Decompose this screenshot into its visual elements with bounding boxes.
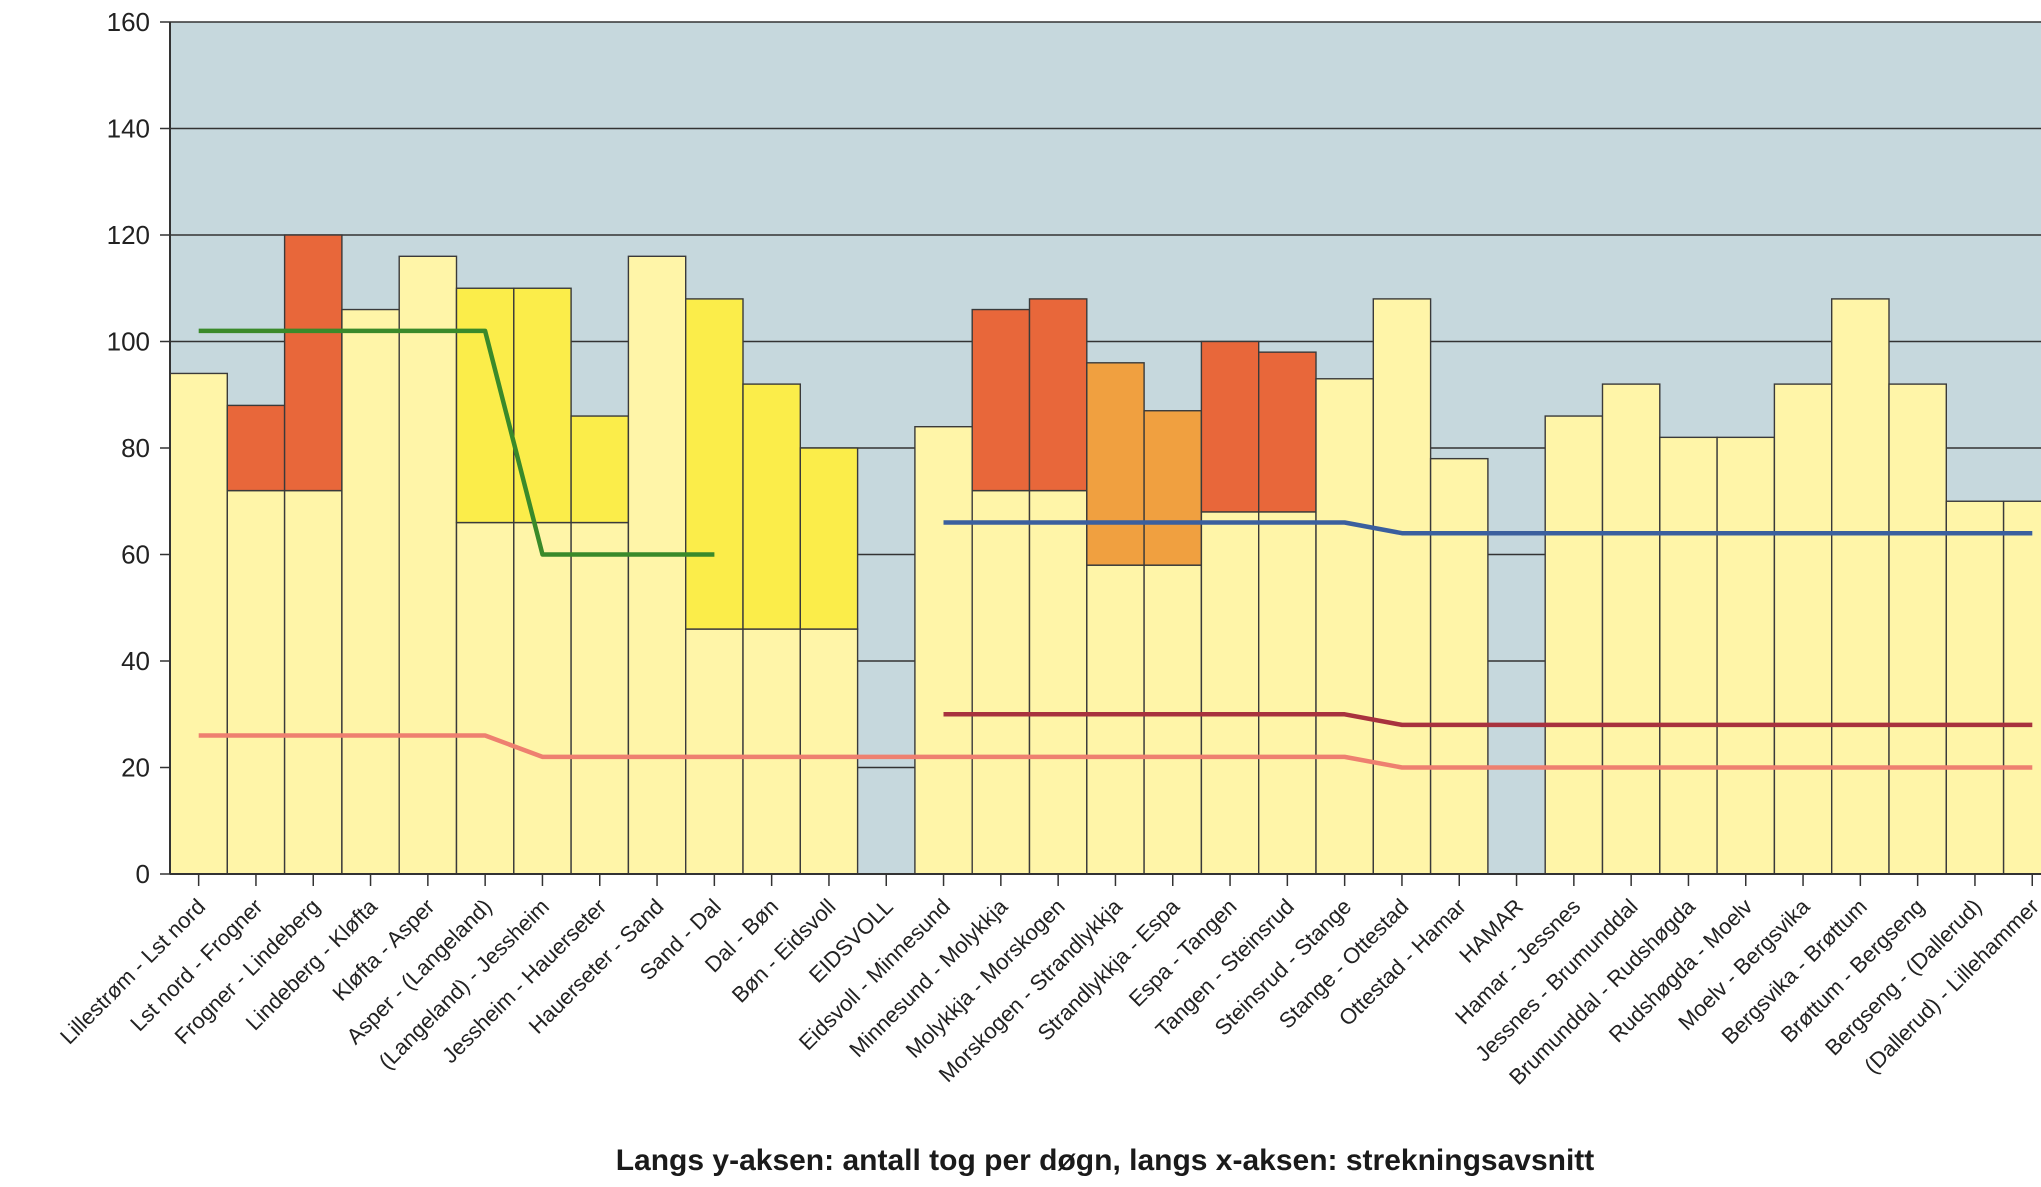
series-lines [198, 328, 2033, 770]
series-line [943, 520, 2033, 536]
bars [169, 234, 2041, 875]
bar-base [1773, 383, 1833, 875]
bar-base [341, 308, 400, 875]
y-tick-label: 80 [121, 433, 150, 463]
bar-base [971, 489, 1031, 875]
bar-top-segment [1257, 351, 1317, 513]
bar-base [455, 521, 515, 875]
bar-base [1601, 383, 1661, 875]
bar-base [1143, 564, 1203, 875]
bar-top-segment [685, 298, 744, 630]
y-tick-labels: 0 20 40 60 80 100 120 140 160 [107, 7, 150, 889]
y-tick-label: 60 [121, 540, 150, 570]
bar-base [2002, 500, 2041, 875]
bar-base [169, 372, 228, 875]
series-line [198, 733, 2033, 770]
bar-base [1945, 500, 2005, 875]
bar-base [1086, 564, 1145, 875]
y-tick-label: 0 [136, 859, 150, 889]
bar-base [1830, 298, 1890, 875]
bar-top-segment [283, 234, 343, 492]
y-tick-label: 160 [107, 7, 150, 37]
bar-top-segment [742, 383, 801, 630]
bar-base [283, 489, 343, 875]
bar-base [1315, 378, 1374, 875]
bar-top-segment [1086, 362, 1145, 566]
bar-base [1257, 511, 1317, 875]
bar-base [627, 255, 687, 875]
bar-base [914, 426, 973, 875]
bar-base [685, 628, 744, 875]
bar-base [513, 521, 572, 875]
y-tick-label: 100 [107, 327, 150, 357]
bar-base [1544, 415, 1604, 875]
bar-top-segment [1200, 340, 1260, 513]
bar-base [570, 521, 630, 875]
bar-top-segment [1028, 298, 1088, 492]
bar-base [742, 628, 801, 875]
bar-top-segment [1143, 410, 1203, 566]
y-tick-label: 20 [121, 753, 150, 783]
bar-base [1028, 489, 1088, 875]
bar-base [1716, 436, 1776, 875]
x-axis-title: Langs y-aksen: antall tog per døgn, lang… [616, 1144, 1595, 1177]
bar-top-segment [570, 415, 630, 524]
bar-base [398, 255, 458, 875]
y-tick-label: 140 [107, 114, 150, 144]
bar-base [1888, 383, 1947, 875]
axes [160, 21, 2041, 886]
series-line [198, 328, 715, 557]
bar-base [799, 628, 859, 875]
bar-top-segment [513, 287, 572, 524]
y-tick-label: 40 [121, 646, 150, 676]
y-tick-label: 120 [107, 220, 150, 250]
bar-base [1200, 511, 1260, 875]
bar-top-segment [799, 447, 859, 630]
bar-base [1372, 298, 1432, 875]
bar-top-segment [971, 308, 1031, 492]
series-line [943, 712, 2033, 728]
bar-base [1659, 436, 1718, 875]
bar-base [226, 489, 286, 875]
bar-base [1429, 457, 1489, 875]
bar-top-segment [226, 404, 286, 492]
